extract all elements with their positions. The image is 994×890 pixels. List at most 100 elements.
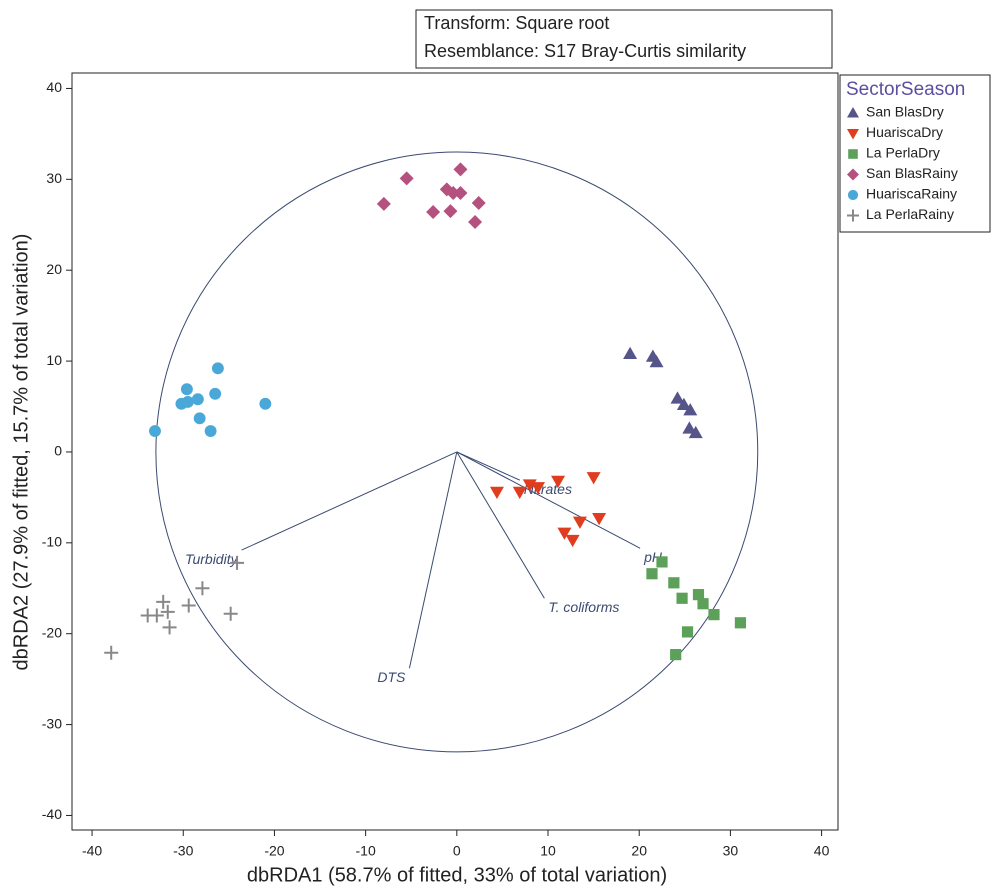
- annotation: Transform: Square root: [424, 13, 609, 33]
- legend-marker: [847, 107, 859, 118]
- annotation-box: [415, 9, 833, 69]
- point: [586, 472, 601, 485]
- point: [692, 589, 705, 601]
- point: [656, 556, 668, 568]
- y-tick-label: -40: [42, 806, 62, 822]
- point: [734, 617, 747, 629]
- x-tick-label: 0: [453, 843, 461, 859]
- legend-label: HuariscaDry: [866, 124, 943, 140]
- point: [223, 606, 238, 621]
- legend-marker: [847, 189, 859, 201]
- point: [676, 592, 688, 604]
- point: [530, 482, 545, 495]
- point: [708, 609, 720, 621]
- x-tick-label: -10: [356, 843, 376, 859]
- point: [180, 383, 193, 396]
- point: [471, 195, 486, 210]
- point: [681, 626, 694, 638]
- point: [162, 620, 177, 635]
- point: [697, 598, 709, 610]
- vector: [456, 451, 641, 549]
- point: [468, 215, 483, 230]
- point: [376, 196, 391, 211]
- point: [195, 581, 210, 596]
- point: [453, 162, 468, 177]
- point: [204, 425, 217, 438]
- point: [426, 205, 441, 220]
- y-tick-label: 30: [46, 170, 62, 186]
- point: [565, 534, 580, 548]
- vector: [408, 451, 458, 669]
- point: [592, 513, 607, 526]
- legend-marker: [847, 168, 859, 181]
- y-tick-label: -30: [42, 715, 62, 731]
- annotation: Resemblance: S17 Bray-Curtis similarity: [424, 41, 746, 61]
- legend-marker: [847, 129, 859, 140]
- point: [668, 577, 680, 589]
- legend-box: [839, 74, 991, 233]
- vector-label: Turbidity: [185, 551, 239, 567]
- legend-label: La PerlaDry: [866, 145, 940, 161]
- point: [551, 475, 566, 489]
- point: [683, 403, 698, 416]
- point: [230, 555, 245, 570]
- x-axis-label: dbRDA1 (58.7% of fitted, 33% of total va…: [247, 864, 667, 886]
- point: [181, 396, 194, 408]
- y-tick-label: -20: [42, 624, 62, 640]
- x-tick-label: 20: [631, 843, 647, 859]
- x-tick-label: -40: [82, 843, 102, 859]
- point: [181, 598, 196, 613]
- vector: [241, 451, 458, 551]
- point: [446, 185, 461, 200]
- x-tick-label: -30: [173, 843, 193, 859]
- x-tick-label: 30: [723, 843, 739, 859]
- y-tick-label: 40: [46, 79, 62, 95]
- vector-label: DTS: [377, 669, 406, 685]
- point: [646, 568, 658, 580]
- point: [688, 425, 703, 439]
- point: [156, 594, 171, 609]
- point: [193, 412, 206, 425]
- vector: [456, 451, 520, 481]
- point: [572, 516, 587, 529]
- y-axis-label: dbRDA2 (27.9% of fitted, 15.7% of total …: [10, 234, 32, 671]
- point: [211, 362, 224, 375]
- point: [670, 391, 685, 404]
- point: [149, 425, 161, 438]
- point: [399, 171, 414, 186]
- point: [149, 608, 164, 623]
- vector-label: T. coliforms: [548, 599, 619, 615]
- y-tick-label: -10: [42, 534, 62, 550]
- x-tick-label: 10: [540, 843, 556, 859]
- point: [489, 486, 504, 499]
- correlation-circle: [155, 151, 759, 753]
- point: [512, 486, 527, 499]
- point: [623, 346, 638, 360]
- vector: [456, 451, 545, 599]
- legend-label: La PerlaRainy: [866, 206, 954, 222]
- plot-frame: [71, 72, 839, 831]
- point: [682, 421, 697, 434]
- point: [209, 387, 222, 400]
- legend-marker: [847, 209, 859, 222]
- x-tick-label: 40: [814, 843, 830, 859]
- y-tick-label: 10: [46, 352, 62, 368]
- point: [649, 354, 664, 368]
- point: [670, 649, 682, 661]
- x-tick-label: -20: [264, 843, 284, 859]
- legend-title: SectorSeason: [846, 79, 965, 100]
- point: [453, 185, 468, 200]
- point: [443, 204, 458, 219]
- legend-label: San BlasDry: [866, 104, 944, 120]
- y-tick-label: 0: [54, 443, 62, 459]
- legend-label: HuariscaRainy: [866, 186, 957, 202]
- y-tick-label: 20: [46, 261, 62, 277]
- point: [557, 527, 572, 540]
- point: [259, 397, 272, 410]
- legend-label: San BlasRainy: [866, 165, 958, 181]
- legend-marker: [848, 149, 858, 159]
- point: [104, 645, 119, 660]
- point: [191, 393, 204, 406]
- point: [676, 397, 691, 410]
